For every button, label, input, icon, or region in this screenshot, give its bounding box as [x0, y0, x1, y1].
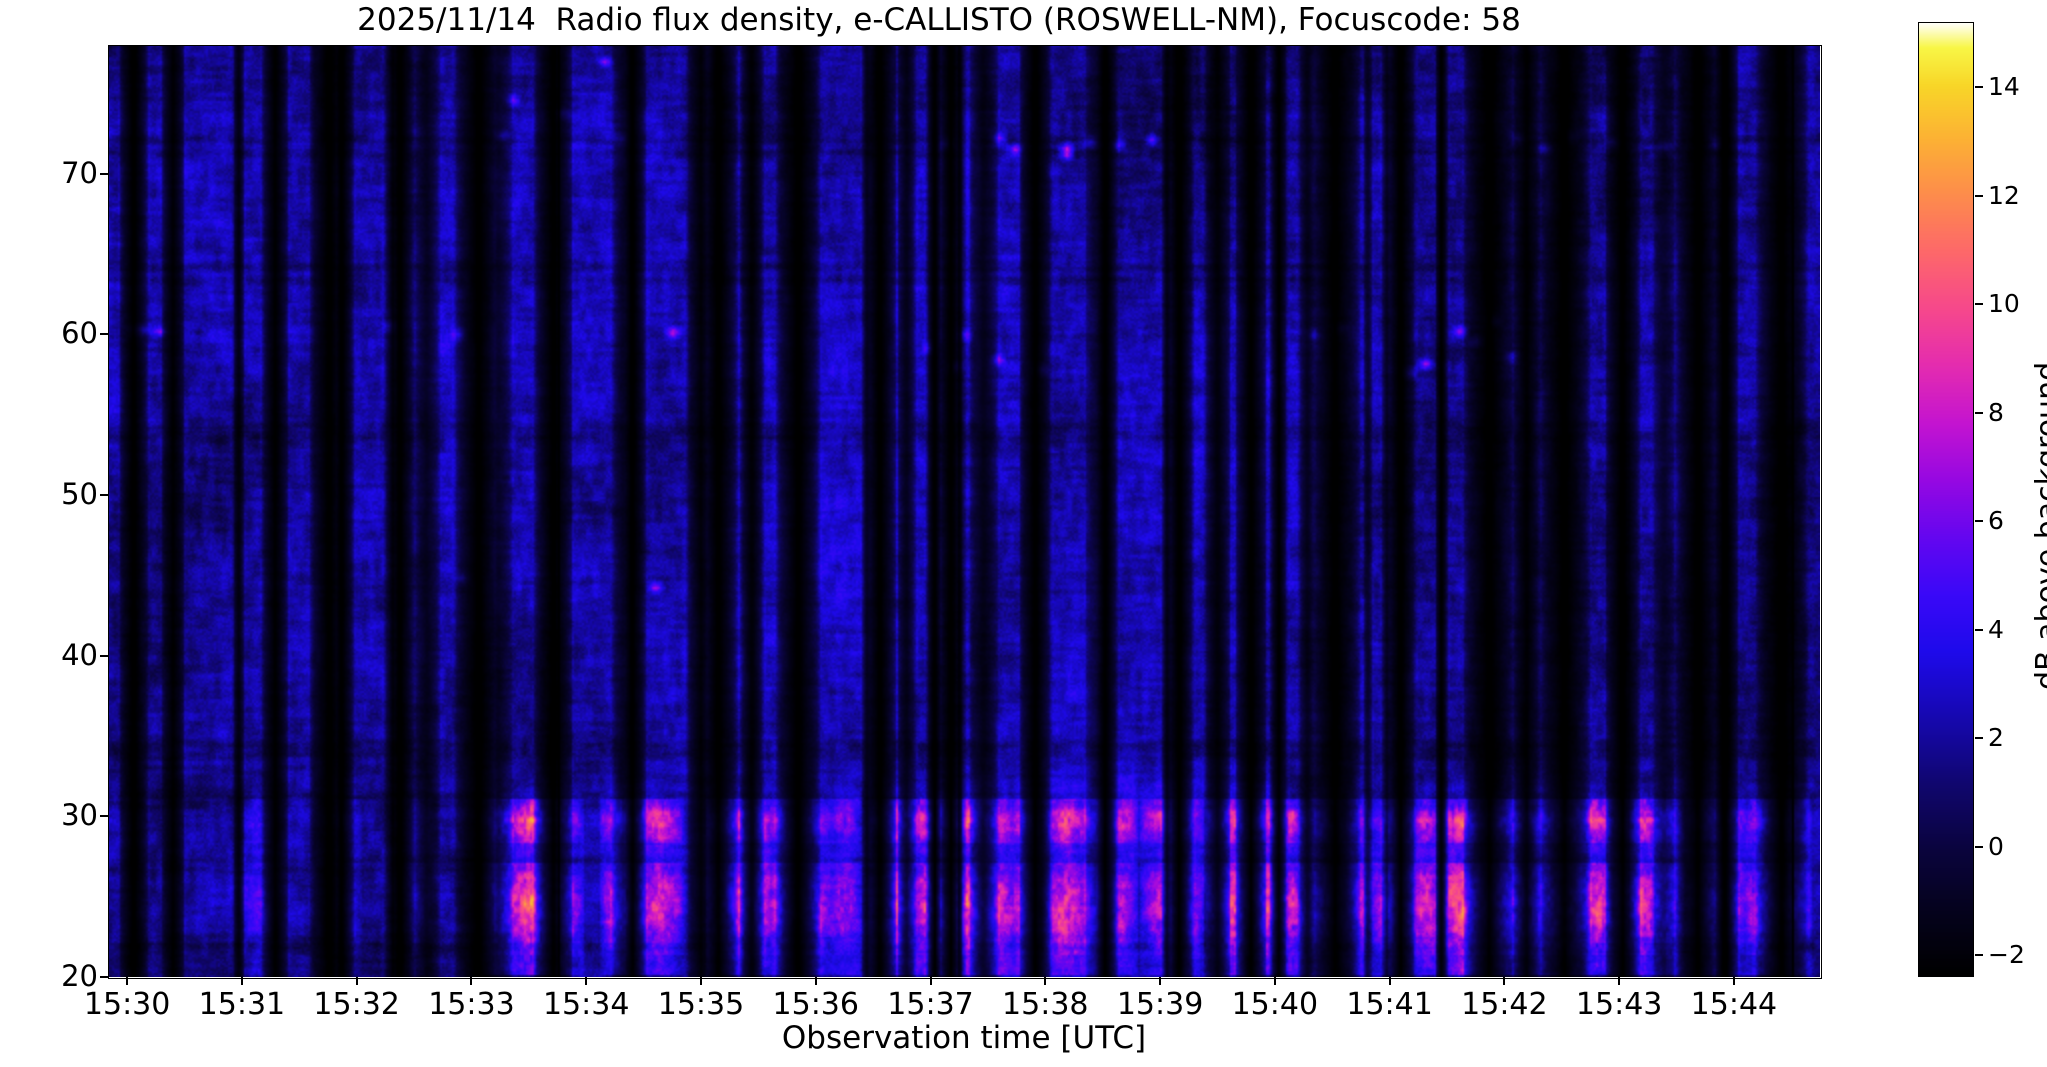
x-tick-label: 15:39: [1116, 987, 1204, 1022]
colorbar-tick-label: 14: [1988, 72, 2020, 102]
colorbar-tick-mark: [1975, 86, 1983, 89]
y-tick-mark: [100, 333, 108, 336]
x-tick-label: 15:43: [1575, 987, 1663, 1022]
x-tick-label: 15:41: [1346, 987, 1433, 1022]
x-tick-label: 15:38: [1002, 987, 1089, 1022]
colorbar-tick-mark: [1975, 520, 1983, 523]
x-tick-label: 15:42: [1461, 987, 1548, 1022]
spectrogram-plot[interactable]: [108, 45, 1820, 977]
x-tick-mark: [585, 977, 588, 985]
colorbar-tick-label: 6: [1988, 506, 2004, 536]
y-tick-mark: [100, 172, 108, 175]
colorbar-tick-label: 12: [1988, 180, 2020, 210]
x-tick-label: 15:31: [198, 987, 286, 1022]
x-tick-label: 15:34: [542, 987, 630, 1022]
y-tick-mark: [100, 976, 108, 978]
spectrogram-image: [108, 45, 1820, 977]
x-tick-mark: [1044, 977, 1047, 985]
x-tick-mark: [699, 977, 702, 985]
x-tick-mark: [814, 977, 817, 985]
x-tick-label: 15:40: [1231, 987, 1319, 1022]
y-tick-mark: [100, 493, 108, 496]
colorbar[interactable]: [1918, 22, 1974, 977]
colorbar-tick-label: −2: [1988, 940, 2025, 970]
colorbar-tick-label: 2: [1988, 723, 2004, 753]
colorbar-tick-mark: [1975, 737, 1983, 740]
colorbar-tick-mark: [1975, 303, 1983, 306]
colorbar-tick-label: 0: [1988, 831, 2004, 861]
x-tick-mark: [1503, 977, 1506, 985]
x-tick-label: 15:35: [657, 987, 745, 1022]
x-tick-mark: [355, 977, 358, 985]
x-axis-label: Observation time [UTC]: [781, 1020, 1147, 1056]
x-tick-mark: [1388, 977, 1391, 985]
x-tick-mark: [1618, 977, 1621, 985]
x-tick-mark: [470, 977, 473, 985]
x-tick-label: 15:32: [313, 987, 400, 1022]
colorbar-label: dB above background: [2030, 361, 2047, 690]
y-tick-label: 40: [61, 637, 98, 672]
x-tick-mark: [1732, 977, 1735, 985]
colorbar-tick-mark: [1975, 628, 1983, 631]
y-tick-mark: [100, 815, 108, 818]
y-tick-label: 50: [61, 476, 98, 511]
x-tick-label: 15:44: [1690, 987, 1778, 1022]
y-tick-label: 70: [61, 155, 98, 190]
colorbar-tick-label: 4: [1988, 614, 2004, 644]
x-tick-mark: [929, 977, 932, 985]
x-tick-mark: [240, 977, 243, 985]
colorbar-tick-mark: [1975, 954, 1983, 957]
y-tick-mark: [100, 654, 108, 657]
x-tick-label: 15:36: [772, 987, 859, 1022]
colorbar-tick-label: 8: [1988, 397, 2004, 427]
colorbar-tick-label: 10: [1988, 289, 2020, 319]
colorbar-gradient: [1919, 23, 1973, 976]
x-tick-label: 15:37: [887, 987, 974, 1022]
y-tick-label: 60: [61, 316, 98, 351]
page-title: 2025/11/14 Radio flux density, e-CALLIST…: [357, 2, 1521, 38]
y-tick-label: 20: [61, 959, 98, 993]
x-tick-label: 15:30: [83, 987, 171, 1022]
colorbar-tick-mark: [1975, 845, 1983, 848]
x-tick-mark: [1273, 977, 1276, 985]
x-tick-mark: [1159, 977, 1162, 985]
colorbar-tick-mark: [1975, 194, 1983, 197]
x-tick-label: 15:33: [428, 987, 515, 1022]
y-tick-label: 30: [61, 798, 98, 833]
colorbar-tick-mark: [1975, 411, 1983, 414]
x-tick-mark: [126, 977, 129, 985]
